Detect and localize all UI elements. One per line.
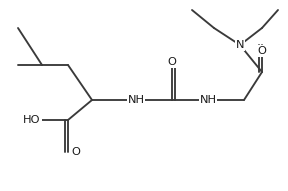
Text: N: N bbox=[236, 40, 244, 50]
Text: NH: NH bbox=[199, 95, 217, 105]
Text: O: O bbox=[71, 147, 80, 157]
Text: NH: NH bbox=[127, 95, 145, 105]
Text: HO: HO bbox=[23, 115, 41, 125]
Text: O: O bbox=[168, 57, 177, 67]
Text: O: O bbox=[257, 46, 266, 56]
